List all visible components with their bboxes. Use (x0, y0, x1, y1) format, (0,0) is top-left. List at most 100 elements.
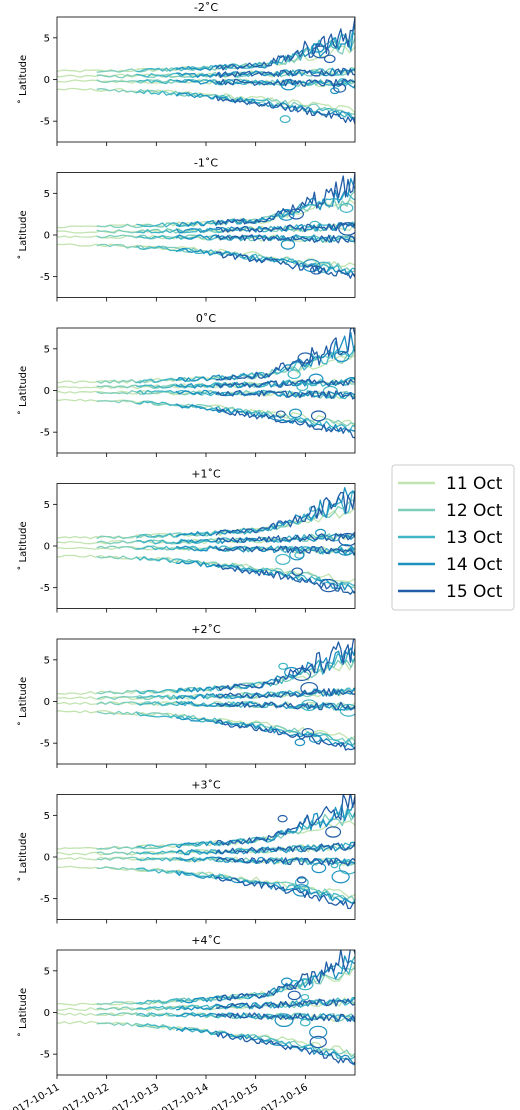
x-tick-label: 2017-10-11 (6, 1082, 62, 1110)
series-contour-14-oct (284, 666, 299, 678)
series-contour-15-oct (287, 990, 301, 1001)
panel-1: -2˚C -5 0 5 ˚ Latitude (17, 1, 356, 146)
y-tick-label: 0 (44, 853, 50, 864)
series-contour-15-oct (301, 728, 315, 738)
series-line-13-oct (136, 68, 355, 78)
series-contour-14-oct (330, 87, 340, 95)
series-line-15-oct (215, 998, 355, 1009)
panel-5: +2˚C -5 0 5 ˚ Latitude (17, 623, 356, 768)
series-line-15-oct (215, 841, 355, 855)
y-tick-label: 5 (44, 500, 50, 511)
series-line-14-oct (176, 955, 355, 1004)
legend-frame (391, 464, 515, 611)
series-lines (57, 17, 355, 125)
series-line-15-oct (215, 489, 355, 536)
series-line-14-oct (176, 997, 355, 1011)
series-line-15-oct (215, 17, 355, 71)
series-contour-15-oct (310, 410, 327, 422)
y-axis-label: ˚ Latitude (17, 521, 29, 570)
series-line-14-oct (175, 247, 355, 277)
series-line-15-oct (215, 545, 355, 556)
y-tick-label: 0 (44, 386, 50, 397)
panel-3: 0˚C -5 0 5 ˚ Latitude (17, 312, 356, 457)
x-tick-label: 2017-10-12 (55, 1082, 111, 1110)
series-contour-14-oct (294, 738, 306, 747)
series-line-14-oct (175, 870, 355, 904)
panel-title: +3˚C (191, 779, 221, 792)
series-line-14-oct (175, 644, 355, 693)
y-tick-label: -5 (40, 428, 50, 439)
series-line-14-oct (176, 1012, 355, 1023)
series-contour-15-oct (300, 681, 319, 695)
y-tick-label: -5 (40, 117, 50, 128)
series-line-13-oct (136, 400, 355, 433)
legend-label: 11 Oct (446, 474, 503, 494)
legend-label: 12 Oct (446, 501, 503, 521)
panel-7: +4˚C -5 0 5 ˚ Latitude (17, 934, 356, 1079)
series-contour-13-oct (299, 1018, 311, 1027)
legend: 11 Oct 12 Oct 13 Oct 14 Oct 15 Oct (391, 464, 515, 611)
series-line-12-oct (96, 1022, 355, 1058)
y-axis-label: ˚ Latitude (17, 210, 29, 259)
series-line-14-oct (175, 801, 355, 849)
series-line-12-oct (96, 710, 355, 745)
series-lines (57, 172, 355, 279)
series-line-14-oct (175, 687, 355, 700)
series-line-13-oct (136, 89, 355, 119)
series-line-15-oct (215, 857, 355, 866)
y-tick-label: 5 (44, 344, 50, 355)
series-contour-15-oct (338, 532, 355, 547)
series-contour-14-oct (280, 239, 296, 250)
series-contour-13-oct (300, 699, 318, 712)
panel-title: -1˚C (194, 157, 218, 170)
series-line-15-oct (215, 701, 355, 711)
panel-title: +1˚C (191, 468, 221, 481)
series-line-12-oct (96, 88, 355, 117)
series-contour-13-oct (300, 993, 310, 1001)
series-contour-15-oct (311, 45, 330, 59)
series-line-15-oct (215, 876, 355, 910)
series-contour-15-oct (323, 54, 336, 64)
series-line-15-oct (215, 563, 355, 595)
series-contour-15-oct (333, 83, 347, 93)
series-line-13-oct (136, 234, 355, 243)
series-line-11-oct (57, 842, 355, 856)
series-contour-14-oct (278, 209, 295, 221)
y-tick-label: 5 (44, 655, 50, 666)
series-line-15-oct (215, 378, 355, 389)
y-tick-label: 0 (44, 1008, 50, 1019)
axes-frame (56, 172, 356, 298)
y-tick-label: 0 (44, 231, 50, 242)
panel-title: +2˚C (191, 623, 221, 636)
series-contour-14-oct (288, 408, 303, 419)
series-contour-14-oct (311, 43, 325, 53)
series-line-15-oct (215, 1032, 355, 1065)
y-tick-label: 5 (44, 33, 50, 44)
series-line-15-oct (215, 251, 355, 279)
x-tick-label: 2017-10-13 (105, 1082, 161, 1110)
series-contour-14-oct (311, 862, 327, 874)
y-axis-label: ˚ Latitude (17, 366, 29, 415)
y-axis-label: ˚ Latitude (17, 988, 29, 1037)
series-line-13-oct (136, 221, 355, 234)
panel-title: +4˚C (191, 934, 221, 947)
series-line-15-oct (215, 95, 355, 125)
series-line-14-oct (176, 533, 355, 545)
series-lines (57, 794, 355, 910)
series-contour-13-oct (339, 202, 354, 213)
series-lines (57, 328, 355, 439)
y-tick-label: 0 (44, 697, 50, 708)
y-tick-label: 0 (44, 75, 50, 86)
series-line-15-oct (215, 234, 355, 244)
series-contour-14-oct (315, 528, 327, 537)
series-lines (57, 487, 355, 595)
series-line-13-oct (136, 687, 355, 700)
series-contour-13-oct (275, 553, 291, 565)
series-contour-14-oct (308, 734, 322, 743)
y-tick-label: -5 (40, 894, 50, 905)
series-contour-15-oct (325, 826, 342, 838)
series-contour-15-oct (310, 265, 323, 275)
y-tick-label: -5 (40, 1050, 50, 1061)
series-line-11-oct (57, 398, 355, 428)
